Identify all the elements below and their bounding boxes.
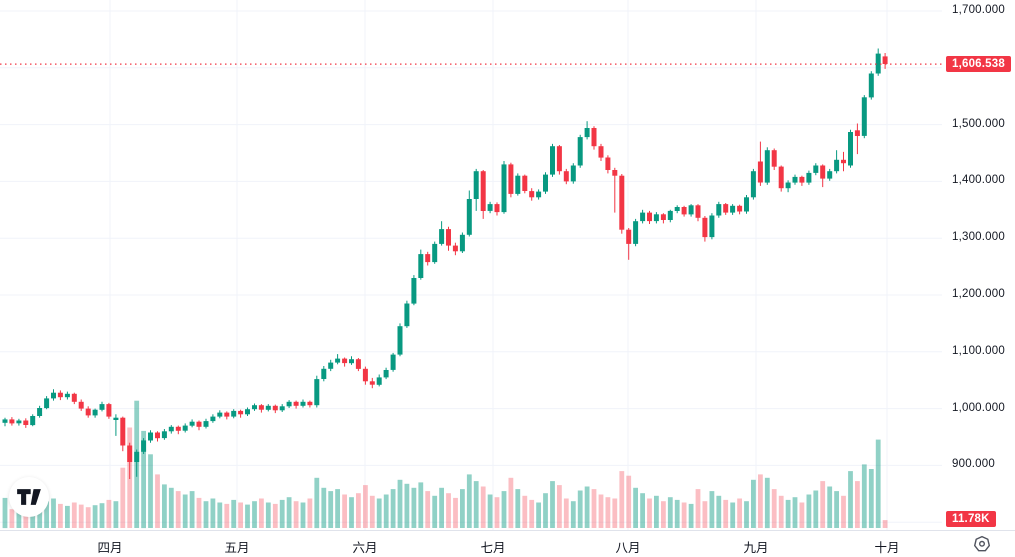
price-axis-label: 1,100.000 <box>952 344 1005 357</box>
price-axis-label: 900.000 <box>952 458 995 471</box>
time-axis-label: 七月 <box>480 541 506 555</box>
price-axis-label: 1,500.000 <box>952 117 1005 130</box>
tradingview-logo-icon <box>17 489 41 505</box>
time-axis-label: 八月 <box>615 541 641 555</box>
last-price-badge: 1,606.538 <box>946 55 1011 72</box>
price-axis-label: 1,700.000 <box>952 4 1005 16</box>
time-axis-label: 六月 <box>352 541 378 555</box>
price-axis-label: 1,200.000 <box>952 288 1005 300</box>
settings-gear-button[interactable] <box>972 534 992 554</box>
tradingview-logo[interactable] <box>9 477 49 517</box>
time-axis-label: 五月 <box>224 541 250 555</box>
last-volume-badge: 11.78K <box>946 511 996 527</box>
price-axis-label: 1,400.000 <box>952 174 1005 187</box>
settings-gear-icon <box>974 535 990 552</box>
time-axis-label: 四月 <box>97 541 123 555</box>
time-axis-label: 九月 <box>743 541 769 555</box>
price-axis-label: 1,000.000 <box>952 401 1005 414</box>
candlestick-chart-pane[interactable] <box>0 0 942 530</box>
time-axis[interactable]: 四月 五月 六月 七月 八月 九月 十月 <box>0 530 1015 557</box>
time-axis-label: 十月 <box>874 541 900 555</box>
price-axis-label: 1,300.000 <box>952 231 1005 244</box>
price-axis[interactable]: 1,700.000 1,500.000 1,400.000 1,300.000 1,20… <box>942 0 1015 530</box>
